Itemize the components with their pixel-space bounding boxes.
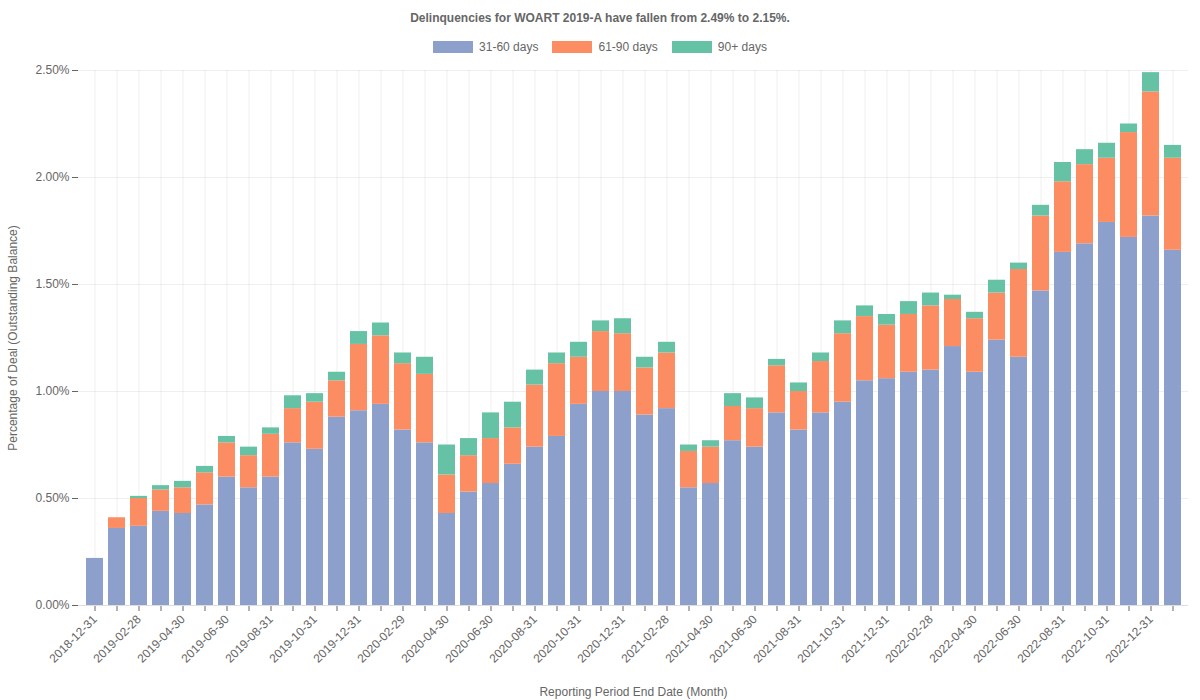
svg-text:2018-12-31: 2018-12-31 [46,612,100,666]
svg-text:0.50%: 0.50% [35,491,69,505]
svg-text:1.50%: 1.50% [35,277,69,291]
html-text:61-90 days: 61-90 days [598,39,658,54]
svg-text:2022-10-31: 2022-10-31 [1058,612,1112,666]
svg-text:2022-02-28: 2022-02-28 [882,612,936,666]
svg-text:2022-04-30: 2022-04-30 [926,612,980,666]
svg-text:1.00%: 1.00% [35,384,69,398]
svg-text:2021-02-28: 2021-02-28 [618,612,672,666]
svg-text:2021-08-31: 2021-08-31 [750,612,804,666]
svg-text:2020-04-30: 2020-04-30 [398,612,452,666]
svg-text:2019-04-30: 2019-04-30 [134,612,188,666]
svg-text:2022-06-30: 2022-06-30 [970,612,1024,666]
svg-text:2.50%: 2.50% [35,63,69,77]
svg-text:2020-02-29: 2020-02-29 [354,612,408,666]
svg-text:Percentage of Deal (Outstandin: Percentage of Deal (Outstanding Balance) [6,225,20,450]
svg-text:0.00%: 0.00% [35,598,69,612]
svg-text:2019-12-31: 2019-12-31 [310,612,364,666]
html-text:Delinquencies for WOART 2019-A: Delinquencies for WOART 2019-A have fall… [410,11,790,25]
svg-text:2021-10-31: 2021-10-31 [794,612,848,666]
svg-text:2022-08-31: 2022-08-31 [1014,612,1068,666]
svg-text:2019-06-30: 2019-06-30 [178,612,232,666]
svg-text:2020-12-31: 2020-12-31 [574,612,628,666]
svg-text:2020-10-31: 2020-10-31 [530,612,584,666]
svg-text:2019-02-28: 2019-02-28 [90,612,144,666]
svg-text:2020-08-31: 2020-08-31 [486,612,540,666]
html-text:90+ days: 90+ days [717,39,767,54]
svg-text:2021-06-30: 2021-06-30 [706,612,760,666]
html-text:31-60 days: 31-60 days [479,39,539,54]
svg-text:2021-12-31: 2021-12-31 [838,612,892,666]
svg-text:2019-08-31: 2019-08-31 [222,612,276,666]
svg-text:Reporting Period End Date (Mon: Reporting Period End Date (Month) [539,685,727,699]
svg-text:2019-10-31: 2019-10-31 [266,612,320,666]
svg-text:2020-06-30: 2020-06-30 [442,612,496,666]
svg-text:2022-12-31: 2022-12-31 [1103,612,1157,666]
svg-text:2.00%: 2.00% [35,170,69,184]
svg-text:2021-04-30: 2021-04-30 [662,612,716,666]
